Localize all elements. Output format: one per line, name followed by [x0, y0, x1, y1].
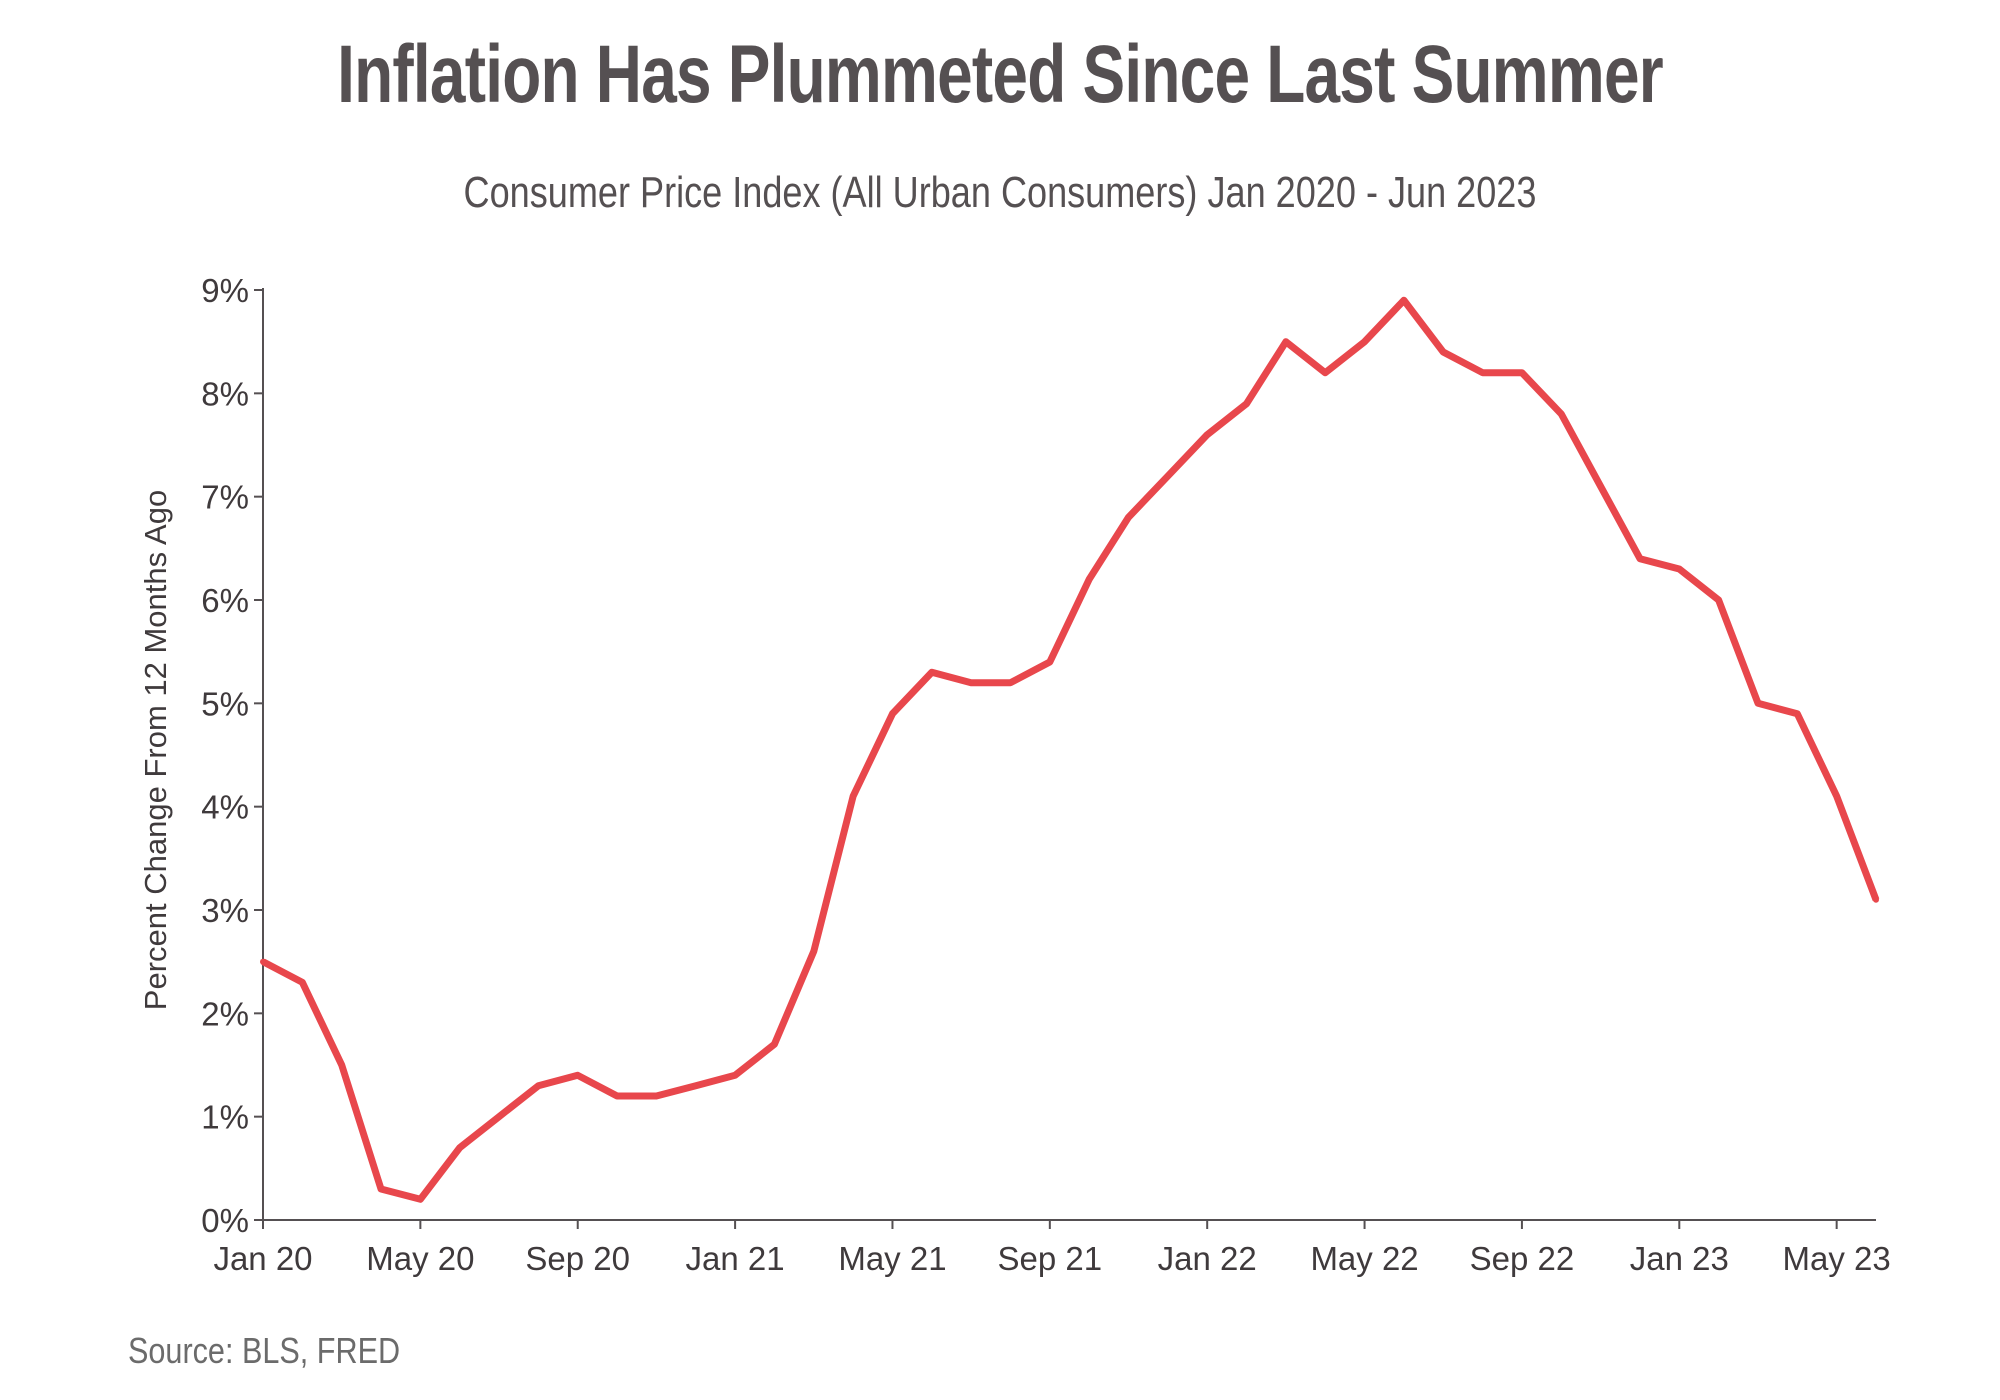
data-point: [1833, 793, 1840, 800]
x-tick-label: Sep 20: [525, 1240, 630, 1277]
data-point: [692, 1082, 699, 1089]
data-point: [299, 979, 306, 986]
data-point: [1164, 473, 1171, 479]
chart-title: Inflation Has Plummeted Since Last Summe…: [337, 29, 1664, 120]
y-tick-label: 3%: [201, 892, 249, 929]
y-tick-label: 5%: [201, 685, 249, 722]
data-point: [1558, 411, 1565, 417]
source-note: Source: BLS, FRED: [128, 1330, 401, 1371]
data-point: [1440, 349, 1447, 355]
data-point: [1322, 369, 1329, 376]
y-tick-label: 9%: [201, 272, 249, 309]
x-tick-label: May 20: [366, 1240, 474, 1277]
data-point: [968, 679, 975, 686]
y-tick-label: 4%: [201, 789, 249, 826]
data-point: [1479, 369, 1486, 376]
data-point: [810, 948, 817, 955]
data-point: [456, 1144, 463, 1151]
data-point: [535, 1082, 542, 1089]
y-tick-label: 2%: [201, 995, 249, 1032]
y-tick-label: 8%: [201, 375, 249, 412]
x-tick-label: May 23: [1783, 1240, 1891, 1277]
x-tick-label: Jan 20: [213, 1240, 312, 1277]
y-tick-label: 7%: [201, 479, 249, 516]
data-point: [1400, 297, 1407, 304]
data-point: [260, 958, 266, 965]
cpi-series-line: [261, 296, 1880, 1203]
data-point: [1361, 338, 1368, 345]
data-point: [1676, 566, 1683, 572]
data-point: [1204, 431, 1211, 438]
x-tick-label: Jan 23: [1630, 1240, 1729, 1277]
data-point: [1715, 597, 1722, 603]
x-tick-label: Sep 21: [998, 1240, 1103, 1277]
x-tick-label: May 21: [838, 1240, 946, 1277]
data-point: [378, 1186, 384, 1192]
data-point: [1046, 659, 1053, 665]
data-point: [338, 1062, 345, 1068]
data-point: [574, 1072, 581, 1079]
data-point: [1007, 679, 1014, 686]
data-point: [1873, 896, 1879, 903]
data-point: [1086, 576, 1093, 583]
data-point: [889, 710, 896, 717]
data-point: [653, 1093, 660, 1099]
y-tick-label: 0%: [201, 1202, 249, 1239]
data-point: [1282, 338, 1289, 345]
y-axis-ticks: 0% 1% 2% 3% 4% 5% 6% 7% 8% 9%: [201, 272, 263, 1239]
data-point: [732, 1072, 739, 1079]
data-point: [614, 1093, 621, 1099]
x-tick-label: Jan 22: [1158, 1240, 1257, 1277]
x-tick-label: Sep 22: [1470, 1240, 1575, 1277]
chart-subtitle: Consumer Price Index (All Urban Consumer…: [463, 168, 1537, 217]
data-point: [1794, 710, 1801, 717]
data-point: [928, 669, 935, 676]
data-point: [1637, 555, 1643, 562]
data-point: [1518, 369, 1525, 376]
y-tick-label: 1%: [201, 1099, 249, 1136]
x-tick-label: May 22: [1310, 1240, 1418, 1277]
data-point: [1755, 700, 1761, 707]
data-point: [496, 1113, 502, 1120]
data-point: [1125, 514, 1132, 521]
data-point: [417, 1196, 424, 1203]
data-point: [1597, 483, 1604, 490]
y-axis-title: Percent Change From 12 Months Ago: [138, 490, 173, 1010]
x-tick-label: Jan 21: [686, 1240, 785, 1277]
y-tick-label: 6%: [201, 582, 249, 619]
data-point: [1243, 400, 1250, 407]
data-point: [850, 793, 857, 800]
series-group: [260, 296, 1880, 1203]
x-axis-ticks: Jan 20 May 20 Sep 20 Jan 21 May 21 Sep 21 Jan …: [213, 1220, 1891, 1277]
data-point: [771, 1041, 778, 1048]
